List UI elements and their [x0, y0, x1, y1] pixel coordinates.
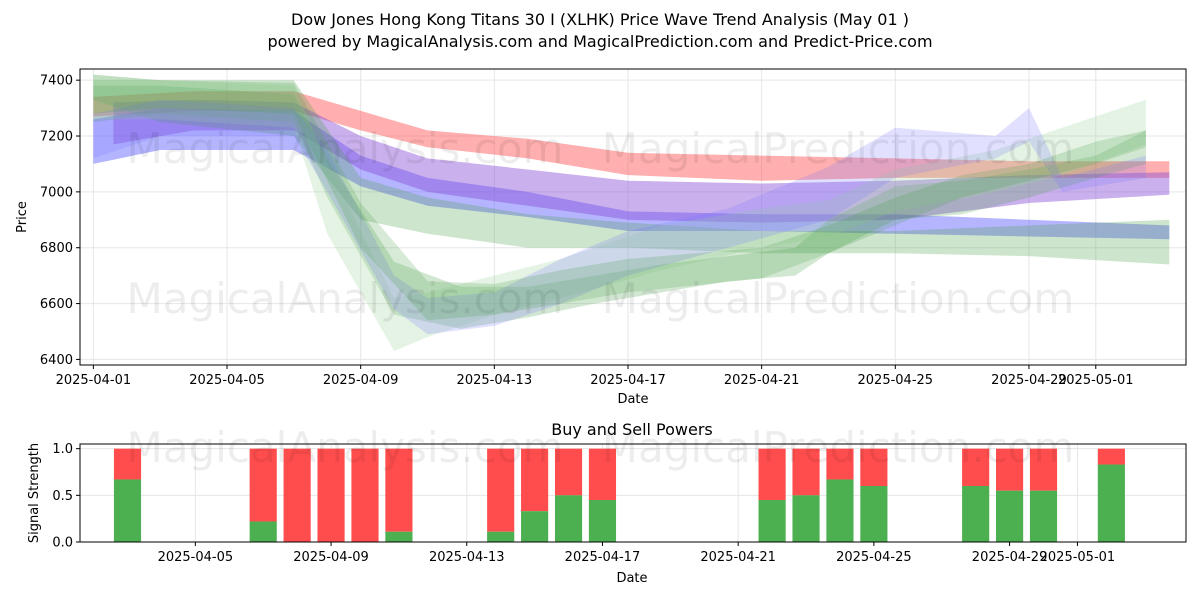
- watermark-text: MagicalPrediction.com: [602, 274, 1075, 323]
- buy-power-bar: [792, 495, 820, 542]
- buy-power-bar: [249, 521, 277, 542]
- signal-x-ticks: 2025-04-05 2025-04-09 2025-04-13 2025-04-17…: [158, 542, 1116, 565]
- watermark-text: MagicalAnalysis.com: [127, 274, 564, 323]
- price-x-tick-label: 2025-05-01: [1058, 373, 1134, 388]
- price-y-tick-label: 6600: [40, 297, 73, 312]
- wave-band-6: [93, 74, 1146, 351]
- sell-power-bar: [487, 448, 515, 532]
- price-y-tick-label: 6400: [40, 353, 73, 368]
- signal-y-tick-label: 0.0: [52, 536, 73, 551]
- buy-power-bar: [1029, 490, 1058, 542]
- signal-y-axis-label: Signal Strength: [27, 443, 42, 543]
- buy-power-bar: [487, 531, 515, 542]
- price-y-tick-label: 7200: [40, 130, 73, 145]
- sell-power-bar: [521, 448, 549, 512]
- signal-y-tick-label: 0.5: [52, 489, 73, 504]
- signal-x-tick-label: 2025-04-17: [565, 550, 641, 565]
- signal-x-tick-label: 2025-05-01: [1040, 550, 1116, 565]
- buy-power-bar: [113, 479, 142, 542]
- price-y-tick-label: 7000: [40, 185, 73, 200]
- signal-y-tick-label: 1.0: [52, 442, 73, 457]
- price-x-axis-label: Date: [617, 392, 648, 407]
- price-y-axis-label: Price: [15, 201, 30, 233]
- signal-watermarks: MagicalAnalysis.com MagicalPrediction.com: [127, 423, 1075, 472]
- sell-power-bar: [317, 448, 345, 542]
- signal-x-tick-label: 2025-04-25: [836, 550, 912, 565]
- buy-power-bar: [826, 479, 854, 542]
- signal-x-tick-label: 2025-04-13: [429, 550, 505, 565]
- buy-power-bar: [385, 531, 413, 542]
- price-x-ticks: 2025-04-01 2025-04-05 2025-04-09 2025-04-13…: [56, 365, 1134, 388]
- price-x-tick-label: 2025-04-17: [590, 373, 666, 388]
- watermark-text: MagicalAnalysis.com: [127, 423, 564, 472]
- sell-power-bar: [996, 448, 1024, 491]
- signal-x-axis-label: Date: [616, 571, 647, 586]
- sell-power-bar: [860, 448, 888, 486]
- price-watermarks: MagicalAnalysis.com MagicalPrediction.com…: [127, 124, 1075, 323]
- price-grid: [80, 69, 1186, 365]
- sell-power-bar: [283, 448, 311, 542]
- price-x-tick-label: 2025-04-21: [724, 373, 800, 388]
- price-y-tick-label: 6800: [40, 241, 73, 256]
- sell-power-bar: [588, 448, 617, 500]
- sell-power-bar: [1029, 448, 1058, 491]
- price-wave-panel: MagicalAnalysis.com MagicalPrediction.com…: [15, 68, 1187, 407]
- signal-panel: Buy and Sell Powers MagicalAnalysis.com M…: [27, 420, 1187, 586]
- price-plot-frame: [79, 68, 1187, 366]
- sell-power-bar: [554, 448, 583, 496]
- price-y-ticks: 6400 6600 6800 7000 7200 7400: [40, 74, 80, 368]
- signal-plot-frame: [79, 443, 1187, 543]
- buy-power-bar: [758, 500, 786, 542]
- signal-x-tick-label: 2025-04-21: [700, 550, 776, 565]
- sell-power-bar: [826, 448, 854, 480]
- price-y-tick-label: 7400: [40, 74, 73, 89]
- watermark-text: MagicalAnalysis.com: [127, 124, 564, 173]
- signal-panel-title: Buy and Sell Powers: [551, 420, 713, 439]
- watermark-text: MagicalPrediction.com: [602, 423, 1075, 472]
- sell-power-bar: [351, 448, 379, 542]
- figure-title: Dow Jones Hong Kong Titans 30 I (XLHK) P…: [291, 10, 909, 29]
- buy-power-bar: [588, 500, 617, 542]
- wave-band-5: [93, 85, 1146, 329]
- sell-power-bar: [113, 448, 142, 480]
- sell-power-bar: [249, 448, 277, 522]
- watermark-text: MagicalPrediction.com: [602, 124, 1075, 173]
- wave-band-7: [93, 99, 1146, 335]
- price-x-tick-label: 2025-04-05: [189, 373, 265, 388]
- sell-power-bar: [385, 448, 413, 532]
- price-x-tick-label: 2025-04-25: [858, 373, 934, 388]
- signal-bars: [113, 448, 1125, 542]
- price-plot-area: [80, 69, 1186, 365]
- buy-power-bar: [996, 490, 1024, 542]
- buy-power-bar: [554, 495, 583, 542]
- price-x-tick-label: 2025-04-29: [991, 373, 1067, 388]
- price-x-tick-label: 2025-04-13: [457, 373, 533, 388]
- signal-x-tick-label: 2025-04-09: [293, 550, 369, 565]
- wave-band-3: [113, 99, 1170, 223]
- sell-power-bar: [792, 448, 820, 496]
- wave-band-1: [93, 91, 1170, 181]
- price-x-tick-label: 2025-04-01: [56, 373, 132, 388]
- signal-y-ticks: 0.0 0.5 1.0: [52, 442, 80, 551]
- buy-power-bar: [962, 486, 990, 542]
- signal-x-tick-label: 2025-04-29: [972, 550, 1048, 565]
- buy-power-bar: [1097, 464, 1125, 542]
- price-bands: [93, 74, 1170, 351]
- buy-power-bar: [860, 486, 888, 542]
- sell-power-bar: [962, 448, 990, 486]
- wave-band-2: [93, 108, 1170, 240]
- sell-power-bar: [758, 448, 786, 500]
- wave-band-8: [93, 80, 1146, 321]
- sell-power-bar: [1097, 448, 1125, 465]
- signal-x-tick-label: 2025-04-05: [158, 550, 234, 565]
- figure-subtitle: powered by MagicalAnalysis.com and Magic…: [267, 32, 933, 51]
- wave-band-4: [93, 74, 1170, 265]
- buy-power-bar: [521, 511, 549, 542]
- price-x-tick-label: 2025-04-09: [323, 373, 399, 388]
